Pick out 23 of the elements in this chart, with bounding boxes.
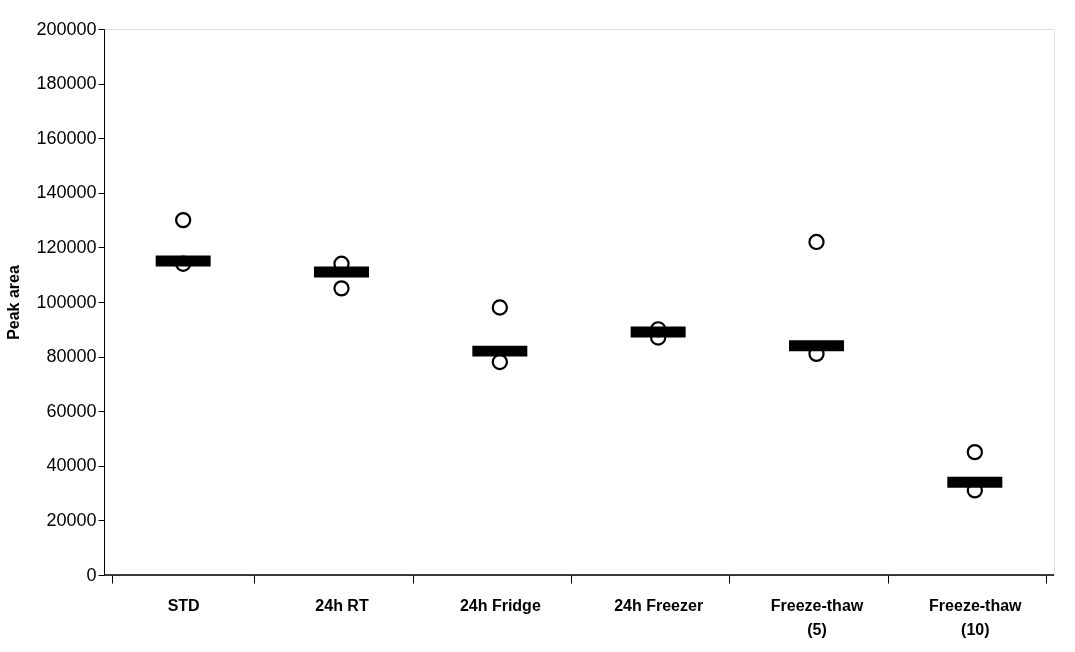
point bbox=[808, 233, 825, 251]
point bbox=[966, 443, 983, 461]
point bbox=[333, 280, 350, 297]
x-tick-label: Freeze-thaw (10) bbox=[929, 596, 1023, 638]
y-tick-label: 140000 bbox=[36, 182, 97, 203]
y-tick-label: 100000 bbox=[36, 291, 97, 312]
x-tick-label: Freeze-thaw (5) bbox=[770, 596, 864, 638]
x-tick-label: 24h RT bbox=[315, 596, 369, 614]
y-tick-label: 200000 bbox=[36, 18, 97, 39]
x-tick-label: 24h Fridge bbox=[459, 596, 541, 614]
y-tick-label: 160000 bbox=[36, 127, 97, 148]
y-tick-label: 0 bbox=[86, 564, 97, 585]
y-tick-label: 120000 bbox=[36, 236, 97, 257]
y-axis-title: Peak area bbox=[5, 265, 23, 340]
y-tick-label: 40000 bbox=[46, 455, 97, 476]
y-tick-label: 180000 bbox=[36, 73, 97, 94]
point bbox=[491, 299, 508, 316]
y-tick-label: 60000 bbox=[46, 400, 97, 421]
x-tick-label: STD bbox=[167, 596, 200, 614]
y-tick-label: 80000 bbox=[46, 346, 97, 367]
y-tick-label: 20000 bbox=[46, 509, 97, 530]
x-tick-label: 24h Freezer bbox=[614, 596, 704, 614]
point bbox=[175, 211, 192, 229]
